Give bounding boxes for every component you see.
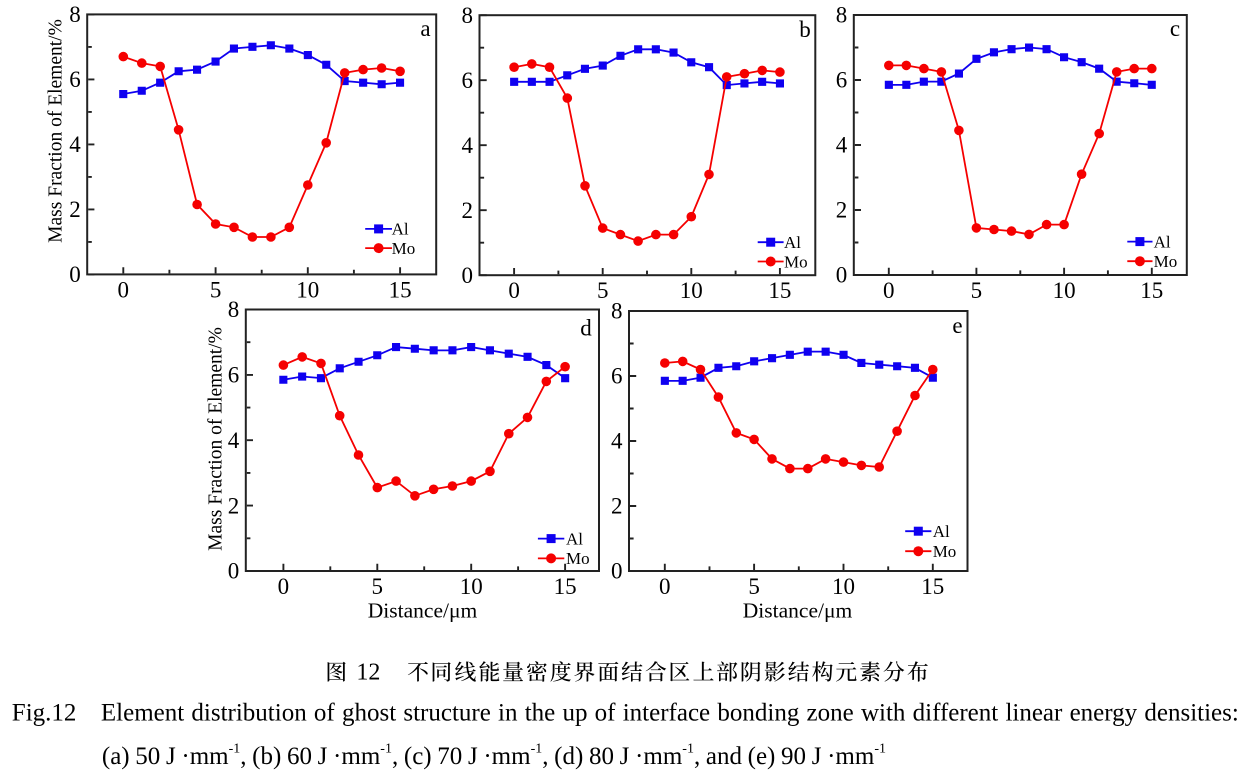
svg-text:Fig.12: Fig.12 [12, 700, 77, 727]
svg-text:6: 6 [836, 68, 848, 93]
svg-text:0: 0 [462, 263, 474, 288]
svg-text:4: 4 [836, 133, 848, 158]
svg-text:15: 15 [389, 277, 412, 302]
svg-text:Al: Al [1154, 232, 1171, 251]
svg-text:, (c) 70 J ·mm: , (c) 70 J ·mm [392, 743, 531, 770]
svg-text:c: c [1170, 16, 1180, 41]
svg-text:10: 10 [1053, 278, 1076, 303]
svg-text:Distance/μm: Distance/μm [368, 598, 478, 622]
svg-text:6: 6 [462, 68, 474, 93]
svg-text:b: b [799, 17, 811, 42]
svg-text:4: 4 [462, 133, 474, 158]
svg-text:0: 0 [228, 559, 240, 584]
svg-text:0: 0 [508, 278, 520, 303]
svg-text:10: 10 [460, 574, 483, 599]
svg-text:0: 0 [278, 574, 290, 599]
svg-text:8: 8 [462, 3, 474, 28]
svg-text:2: 2 [69, 197, 81, 222]
svg-text:0: 0 [836, 263, 848, 288]
svg-text:, (b) 60 J ·mm: , (b) 60 J ·mm [240, 743, 381, 770]
svg-text:0: 0 [69, 262, 81, 287]
svg-text:5: 5 [597, 278, 609, 303]
svg-text:Al: Al [392, 220, 409, 239]
svg-text:0: 0 [611, 559, 623, 584]
svg-text:-1: -1 [682, 742, 694, 757]
svg-text:12: 12 [356, 660, 380, 686]
svg-text:-1: -1 [874, 742, 886, 757]
svg-text:a: a [420, 16, 430, 41]
svg-text:6: 6 [228, 363, 240, 388]
svg-text:5: 5 [748, 574, 760, 599]
svg-text:Mass Fraction of Element/%: Mass Fraction of Element/% [46, 19, 67, 243]
svg-text:0: 0 [118, 277, 130, 302]
svg-text:Al: Al [933, 522, 950, 541]
svg-text:, and (e) 90 J ·mm: , and (e) 90 J ·mm [694, 743, 875, 770]
svg-text:Al: Al [784, 233, 801, 252]
svg-text:2: 2 [836, 198, 848, 223]
svg-text:15: 15 [921, 574, 944, 599]
svg-text:5: 5 [372, 574, 384, 599]
svg-text:e: e [952, 313, 962, 338]
svg-text:5: 5 [971, 278, 983, 303]
svg-text:10: 10 [680, 278, 703, 303]
svg-text:0: 0 [883, 278, 895, 303]
svg-text:Mass Fraction of Element/%: Mass Fraction of Element/% [206, 327, 227, 551]
svg-text:10: 10 [296, 277, 319, 302]
svg-text:8: 8 [228, 297, 240, 322]
svg-text:2: 2 [611, 494, 623, 519]
svg-text:, (d) 80 J ·mm: , (d) 80 J ·mm [542, 743, 683, 770]
svg-text:8: 8 [69, 2, 81, 27]
svg-text:(a) 50 J ·mm: (a) 50 J ·mm [102, 743, 229, 770]
svg-text:8: 8 [611, 299, 623, 324]
svg-text:Mo: Mo [1154, 252, 1178, 271]
svg-text:Mo: Mo [933, 542, 957, 561]
svg-text:-1: -1 [380, 742, 392, 757]
svg-text:15: 15 [768, 278, 791, 303]
svg-text:4: 4 [69, 132, 81, 157]
svg-text:-1: -1 [531, 742, 543, 757]
svg-text:Mo: Mo [566, 549, 590, 568]
svg-text:10: 10 [832, 574, 855, 599]
svg-text:0: 0 [659, 574, 671, 599]
svg-text:2: 2 [228, 493, 240, 518]
svg-text:2: 2 [462, 198, 474, 223]
svg-text:-1: -1 [229, 742, 241, 757]
svg-text:15: 15 [1140, 278, 1163, 303]
svg-text:Al: Al [566, 529, 583, 548]
svg-text:Mo: Mo [392, 239, 416, 258]
svg-text:8: 8 [836, 3, 848, 28]
svg-text:6: 6 [611, 364, 623, 389]
svg-text:d: d [580, 316, 592, 341]
svg-text:6: 6 [69, 67, 81, 92]
svg-text:5: 5 [210, 277, 222, 302]
svg-text:Distance/μm: Distance/μm [743, 598, 853, 622]
svg-text:15: 15 [554, 574, 577, 599]
svg-text:Element distribution of ghost: Element distribution of ghost structure … [101, 700, 1239, 727]
svg-text:4: 4 [228, 428, 240, 453]
svg-text:Mo: Mo [784, 252, 808, 271]
svg-text:4: 4 [611, 429, 623, 454]
